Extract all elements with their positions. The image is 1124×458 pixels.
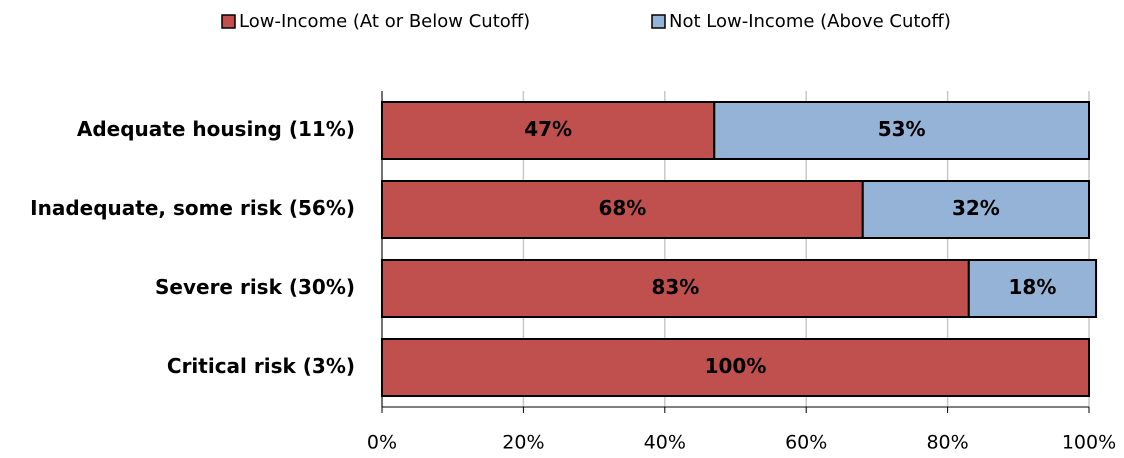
bar-segment (381, 101, 716, 160)
x-tick-label: 60% (785, 432, 827, 454)
data-label: 53% (878, 117, 926, 141)
bar-segment (967, 259, 1098, 318)
category-label: Severe risk (30%) (155, 275, 355, 299)
bar-segment (381, 180, 864, 239)
x-tick-label: 0% (367, 432, 397, 454)
legend-label: Not Low-Income (Above Cutoff) (669, 11, 951, 32)
x-tick-label: 40% (644, 432, 686, 454)
bar-segment (861, 180, 1091, 239)
bar-segment (381, 259, 970, 318)
category-label: Critical risk (3%) (167, 354, 355, 378)
legend-swatch (651, 14, 666, 29)
data-label: 83% (651, 275, 699, 299)
legend-label: Low-Income (At or Below Cutoff) (239, 11, 530, 32)
data-label: 47% (524, 117, 572, 141)
bar-segment (381, 338, 1090, 397)
category-label: Adequate housing (11%) (77, 117, 355, 141)
data-label: 68% (598, 196, 646, 220)
data-label: 18% (1009, 275, 1057, 299)
category-label: Inadequate, some risk (56%) (30, 196, 355, 220)
legend-swatch (221, 14, 236, 29)
bar-segment (713, 101, 1090, 160)
data-label: 32% (952, 196, 1000, 220)
x-tick-label: 100% (1062, 432, 1116, 454)
data-label: 100% (705, 354, 767, 378)
x-tick-label: 80% (926, 432, 968, 454)
x-tick-label: 20% (502, 432, 544, 454)
